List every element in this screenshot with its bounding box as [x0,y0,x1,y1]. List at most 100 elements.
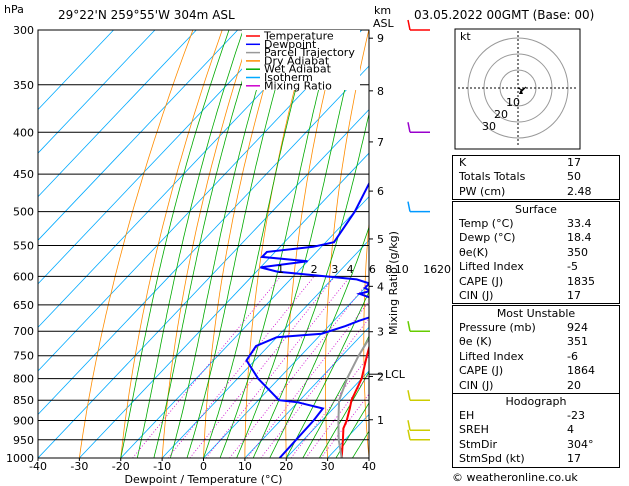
isotherm-line [38,30,239,241]
isotherm-line [244,326,369,458]
height-tick-label: 6 [377,185,384,198]
lcl-label: LCL [385,368,406,381]
temperature-tick-label: 20 [279,460,293,473]
temperature-tick-label: 30 [321,460,335,473]
temperature-tick-label: -20 [112,460,130,473]
pressure-tick-label: 350 [13,79,34,92]
hodograph-ring-label: 20 [494,108,508,121]
hodo-value: 17 [567,452,581,466]
dry-adiabat-line [79,30,194,458]
mixing-ratio-value-label: 20 [437,263,451,276]
hodo-row: SREH 4 [453,423,619,437]
mixing-ratio-line [167,276,315,458]
mu-value: 20 [567,378,581,392]
mu-row: Pressure (mb) 924 [453,321,619,335]
legend-entry: Wet Adiabat [264,63,332,76]
mu-row: CIN (J) 20 [453,379,619,393]
isotherm-line [38,30,280,285]
series-dewpoint [245,181,369,458]
mu-value: -6 [567,349,578,363]
wind-barb-flag [407,390,411,401]
mu-label: θe (K) [459,335,492,349]
most-unstable-title: Most Unstable [496,307,576,320]
wind-barb-flag [407,201,411,212]
hodo-value: -23 [567,409,585,422]
surface-value: 17 [567,288,581,302]
temperature-tick-label: 10 [238,460,252,473]
hodograph-ring-label: 10 [506,96,520,109]
surface-row: CAPE (J) 1835 [453,275,619,289]
series-temperature [340,344,369,458]
hpa-label: hPa [4,3,24,16]
mu-label: Pressure (mb) [459,321,536,334]
location-title: 29°22'N 259°55'W 304m ASL [58,8,235,22]
wet-adiabat-line [319,371,369,458]
index-row-pw: PW (cm) 2.48 [453,185,619,199]
legend-entry: Parcel Trajectory [264,46,355,59]
surface-panel: Surface Temp (°C) 33.4 Dewp (°C) 18.4 θe(K… [452,201,620,305]
surface-title: Surface [515,203,557,216]
wet-adiabat-line [120,30,230,458]
temperature-tick-label: -40 [29,460,47,473]
pressure-tick-label: 850 [13,394,34,407]
x-axis-label: Dewpoint / Temperature (°C) [125,473,283,486]
height-tick-label: 9 [377,32,384,45]
dry-adiabat-line [120,30,223,458]
hodograph-ring-label: 30 [482,120,496,133]
pressure-tick-label: 800 [13,373,34,386]
index-value: 17 [567,156,581,169]
wet-adiabat-line [136,30,244,458]
mixing-ratio-line [132,276,281,458]
height-tick-label: 2 [377,370,384,383]
surface-row: Dewp (°C) 18.4 [453,231,619,245]
hodo-value: 4 [567,423,574,437]
dry-adiabat-line [285,30,340,458]
legend-entry: Dry Adiabat [264,54,330,67]
isotherm-line [38,30,197,198]
hodo-label: StmSpd (kt) [459,452,525,466]
dry-adiabat-line [203,30,282,458]
height-tick-label: 8 [377,85,384,98]
temperature-tick-label: 0 [200,460,207,473]
index-label: PW (cm) [459,184,506,198]
isotherm-line [285,370,369,458]
dry-adiabat-line [401,30,428,458]
hodo-row: StmSpd (kt) 17 [453,452,619,466]
pressure-tick-label: 1000 [6,452,34,465]
mixing-ratio-line [260,317,369,458]
mu-row: Lifted Index -6 [453,350,619,364]
index-label: K [459,156,467,169]
isotherm-line [38,108,369,458]
pressure-tick-label: 400 [13,126,34,139]
isotherm-line [79,152,369,458]
surface-row: Lifted Index -5 [453,260,619,274]
pressure-tick-label: 700 [13,325,34,338]
mixing-ratio-line [229,280,369,458]
pressure-tick-label: 650 [13,299,34,312]
hodo-label: StmDir [459,437,498,451]
mixing-ratio-value-label: 10 [395,263,409,276]
hodograph-trace [517,86,527,93]
pressure-tick-label: 300 [13,24,34,37]
hodograph-unit-label: kt [460,30,471,43]
surface-row: Temp (°C) 33.4 [453,217,619,231]
isotherm-line [161,239,369,458]
isotherm-line [38,30,156,154]
isotherm-line [38,65,369,416]
mixing-ratio-value-label: 1 [277,263,284,276]
mu-label: Lifted Index [459,349,524,363]
datetime-title: 03.05.2022 00GMT (Base: 00) [414,8,595,22]
surface-value: 33.4 [567,217,592,230]
height-tick-label: 4 [377,280,384,293]
legend-entry: Mixing Ratio [264,79,332,92]
height-tick-label: 7 [377,136,384,149]
mixing-ratio-axis-label: Mixing Ratio (g/kg) [387,231,400,335]
height-tick-label: 3 [377,326,384,339]
storm-motion-marker [519,89,523,94]
mu-row: CAPE (J) 1864 [453,364,619,378]
hodo-row: EH -23 [453,409,619,423]
surface-label: CAPE (J) [459,274,504,288]
asl-label: ASL [373,17,394,30]
mixing-ratio-value-label: 8 [385,263,392,276]
surface-value: 18.4 [567,231,592,245]
